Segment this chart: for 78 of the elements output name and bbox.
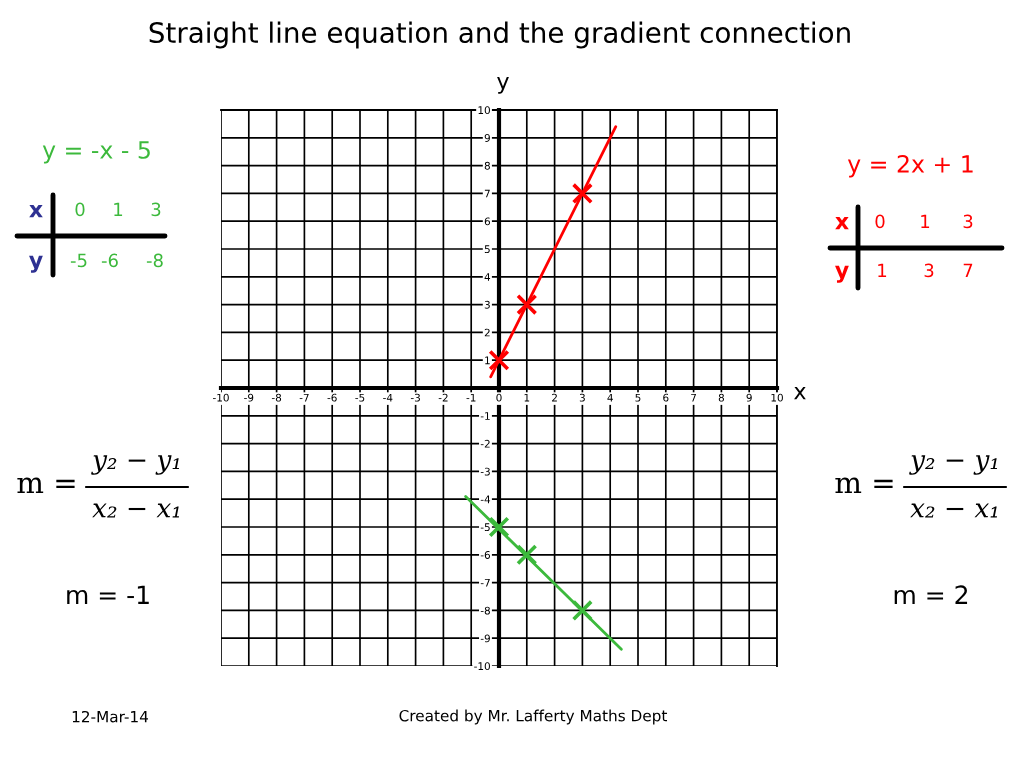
x-axis-title: x	[794, 386, 806, 400]
text: x	[29, 204, 43, 218]
text: 12-Mar-14	[72, 710, 149, 723]
text: y₂ − y₁	[909, 455, 998, 475]
text: -8	[146, 253, 163, 268]
x-tick-label: 5	[635, 393, 641, 402]
x-tick-label: -10	[213, 393, 229, 402]
point	[488, 349, 510, 371]
text: m = -1	[67, 585, 149, 604]
text: x	[835, 216, 849, 230]
x-tick-label: 0	[496, 393, 502, 402]
text: 1	[114, 202, 123, 216]
x-tick-label: -2	[438, 393, 448, 402]
text: m = 2	[894, 585, 968, 604]
text: 3	[963, 214, 973, 229]
x-tick-label: 3	[579, 393, 585, 402]
y-tick-label: -7	[480, 578, 490, 587]
y-axis-title: y	[497, 76, 509, 94]
x-tick-label: -8	[271, 393, 282, 402]
y-tick-label: 1	[485, 356, 490, 365]
text: 1	[921, 214, 930, 228]
x-tick-label: 1	[524, 393, 530, 402]
y-tick-label: 6	[484, 217, 491, 226]
x-tick-label: -3	[410, 393, 420, 402]
y-tick-label: -3	[480, 467, 490, 476]
x-tick-label: -6	[327, 393, 337, 402]
text: y = 2x + 1	[847, 154, 973, 178]
point	[571, 599, 593, 621]
text: x₂ − x₁	[92, 503, 180, 518]
x-tick-label: 6	[663, 393, 669, 402]
y-tick-label: 2	[484, 328, 490, 337]
text: y	[29, 255, 43, 273]
y-tick-label: -4	[480, 495, 491, 504]
x-tick-label: 2	[552, 393, 557, 402]
x-tick-label: 7	[691, 393, 697, 402]
text: m =	[835, 477, 893, 494]
y-tick-label: 5	[484, 245, 490, 254]
y-tick-label: -1	[480, 412, 490, 420]
text: -5	[70, 253, 87, 268]
text: y = -x - 5	[42, 141, 150, 164]
y-tick-label: 10	[478, 106, 490, 115]
y-tick-label: -8	[480, 606, 490, 615]
y-tick-label: -5	[480, 523, 490, 532]
point	[571, 182, 593, 204]
y-tick-label: -9	[480, 634, 490, 643]
y-tick-label: 9	[484, 134, 490, 142]
point	[516, 544, 538, 566]
chart-title: Straight line equation and the gradient connection	[149, 21, 850, 49]
y-tick-label: -6	[480, 551, 491, 559]
text: y	[835, 265, 849, 283]
text: 1	[878, 263, 887, 277]
text: y₂ − y₁	[91, 455, 180, 475]
y-tick-label: -10	[474, 662, 490, 671]
text: 3	[151, 202, 161, 217]
x-tick-label: 10	[771, 393, 783, 402]
text: -6	[101, 253, 118, 268]
text: 7	[963, 263, 973, 277]
x-tick-label: -5	[355, 393, 365, 402]
text: 0	[75, 202, 85, 217]
point	[516, 294, 538, 316]
x-tick-label: 4	[607, 393, 613, 402]
y-tick-label: 8	[484, 161, 490, 170]
text: m =	[17, 477, 75, 494]
x-tick-label: 9	[746, 393, 752, 402]
x-tick-label: -7	[299, 393, 309, 402]
x-tick-label: 8	[718, 393, 724, 402]
point	[488, 516, 510, 538]
x-tick-label: -4	[383, 393, 393, 402]
y-tick-label: 7	[484, 189, 490, 198]
text: Created by Mr. Lafferty Maths Dept	[399, 709, 668, 725]
x-tick-label: -9	[244, 393, 254, 402]
y-tick-label: 3	[484, 300, 490, 309]
text: 0	[875, 214, 885, 229]
y-tick-label: 4	[484, 273, 491, 281]
x-tick-label: -1	[466, 393, 476, 402]
text: 3	[924, 263, 934, 278]
text: x₂ − x₁	[910, 503, 998, 518]
y-tick-label: -2	[480, 439, 490, 448]
